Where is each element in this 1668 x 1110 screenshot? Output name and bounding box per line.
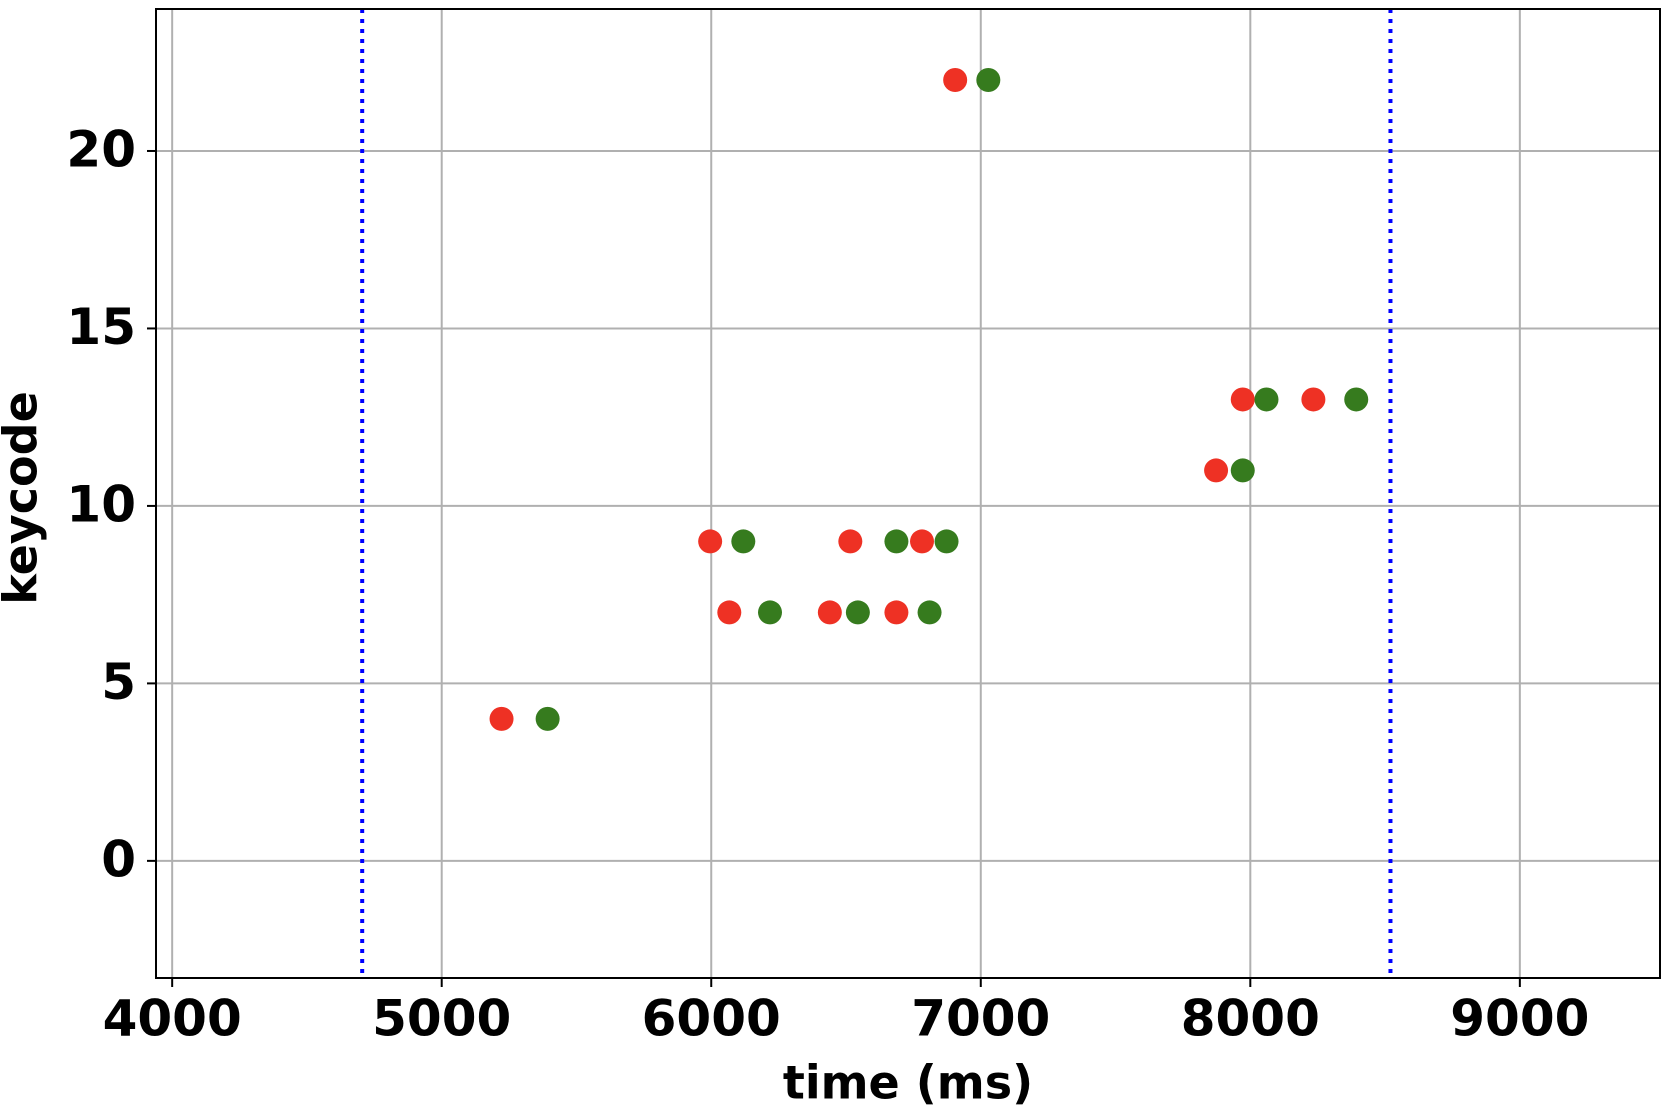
point [1301, 387, 1326, 412]
plot-frame [155, 8, 1661, 979]
point [910, 529, 935, 554]
x-tick-label: 8000 [1181, 990, 1320, 1048]
point [535, 706, 560, 731]
point [489, 706, 514, 731]
point [976, 67, 1001, 92]
x-axis-label: time (ms) [783, 1056, 1033, 1110]
point [698, 529, 723, 554]
point [1254, 387, 1279, 412]
y-axis-label: keycode [0, 391, 48, 605]
point [917, 600, 942, 625]
point [1344, 387, 1369, 412]
y-tick-label: 20 [66, 120, 136, 178]
point [757, 600, 782, 625]
x-tick-label: 5000 [372, 990, 511, 1048]
x-tick-label: 4000 [103, 990, 242, 1048]
point [838, 529, 863, 554]
point [943, 67, 968, 92]
point [884, 600, 909, 625]
point [845, 600, 870, 625]
point [1204, 458, 1229, 483]
point [934, 529, 959, 554]
point [884, 529, 909, 554]
y-tick-label: 5 [101, 653, 136, 711]
x-tick-label: 6000 [642, 990, 781, 1048]
point [817, 600, 842, 625]
point [717, 600, 742, 625]
y-tick-label: 0 [101, 830, 136, 888]
point [731, 529, 756, 554]
point [1230, 458, 1255, 483]
x-tick-label: 9000 [1450, 990, 1589, 1048]
x-tick-label: 7000 [911, 990, 1050, 1048]
point [1230, 387, 1255, 412]
y-tick-label: 15 [66, 298, 136, 356]
y-tick-label: 10 [66, 475, 136, 533]
